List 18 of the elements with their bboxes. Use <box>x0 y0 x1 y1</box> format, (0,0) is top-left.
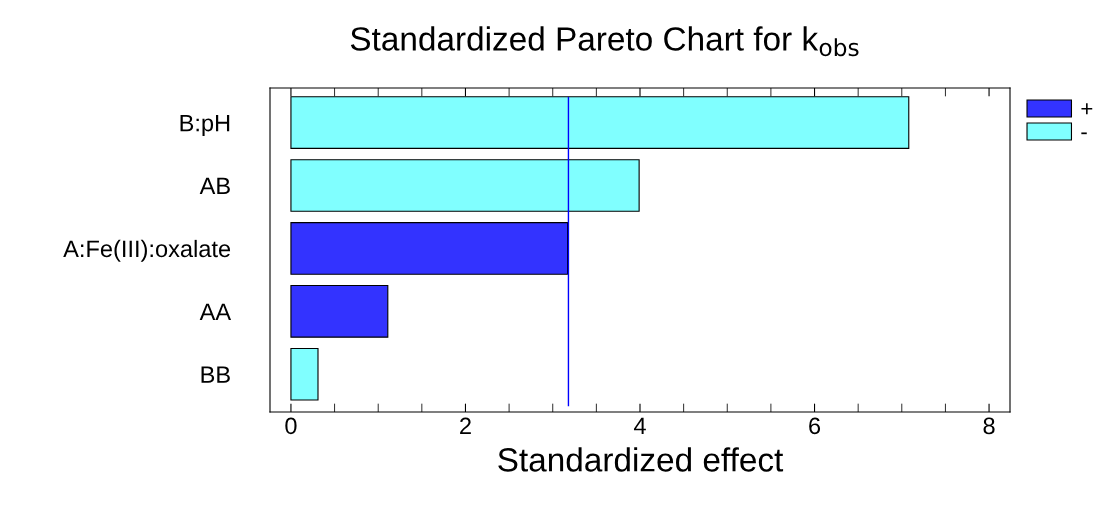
x-axis-title: Standardized effect <box>498 447 784 472</box>
bar <box>290 222 569 275</box>
y-tick-label: A:Fe(III):oxalate <box>63 239 231 262</box>
bar <box>290 159 640 212</box>
legend-label: + <box>1081 103 1093 115</box>
y-tick-label: AB <box>199 177 230 195</box>
x-tick-label: 6 <box>809 417 821 435</box>
x-tick-label: 4 <box>633 417 646 434</box>
bar <box>290 284 389 338</box>
y-tick-label: AA <box>199 303 232 320</box>
bar <box>290 347 319 401</box>
chart-title: Standardized Pareto Chart for k$_{obs}$ <box>350 26 859 57</box>
legend-label: - <box>1081 132 1087 135</box>
x-tick-label: 0 <box>285 417 297 435</box>
y-tick-label: BB <box>201 366 230 383</box>
y-tick-label: B:pH <box>180 114 230 137</box>
x-tick-label: 2 <box>460 417 471 434</box>
x-tick-label: 8 <box>983 417 995 435</box>
